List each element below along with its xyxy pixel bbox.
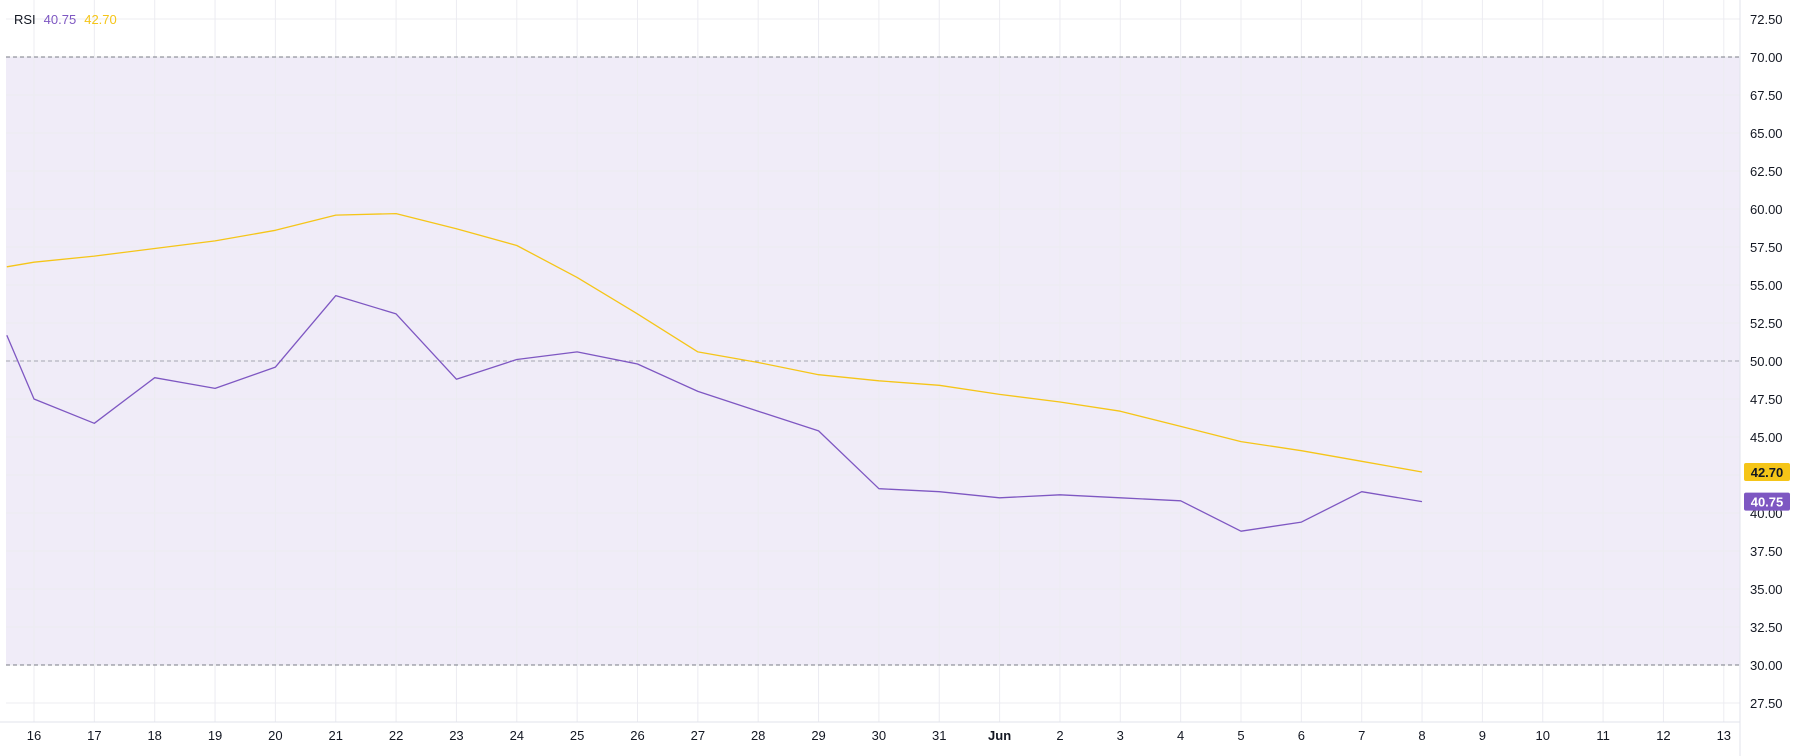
y-tick-label: 47.50: [1750, 392, 1783, 407]
rsi-tag-label: 40.75: [1751, 495, 1784, 510]
legend: RSI 40.75 42.70: [14, 12, 117, 27]
x-tick-label: 24: [510, 728, 524, 743]
x-tick-label: 3: [1117, 728, 1124, 743]
x-tick-label: 28: [751, 728, 765, 743]
y-tick-label: 60.00: [1750, 202, 1783, 217]
y-tick-label: 57.50: [1750, 240, 1783, 255]
y-tick-label: 50.00: [1750, 354, 1783, 369]
x-tick-label: 30: [872, 728, 886, 743]
x-tick-label: 8: [1418, 728, 1425, 743]
x-tick-label: 5: [1237, 728, 1244, 743]
x-tick-label: 27: [691, 728, 705, 743]
x-tick-label: 9: [1479, 728, 1486, 743]
indicator-name: RSI: [14, 12, 36, 27]
x-tick-label: 17: [87, 728, 101, 743]
x-tick-label: 31: [932, 728, 946, 743]
x-tick-label: 13: [1717, 728, 1731, 743]
ma-tag-background: [1744, 462, 1790, 481]
x-tick-label: 21: [329, 728, 343, 743]
x-tick-label: 25: [570, 728, 584, 743]
y-tick-label: 67.50: [1750, 88, 1783, 103]
ma-tag-label: 42.70: [1751, 465, 1784, 480]
rsi-line: [6, 294, 1423, 532]
rsi-value-label: 40.75: [43, 12, 77, 27]
rsi-last-value-tag: 40.75: [1744, 492, 1790, 511]
x-tick-label: 18: [147, 728, 161, 743]
y-tick-label: 70.00: [1750, 50, 1783, 65]
x-tick-label: 6: [1298, 728, 1305, 743]
x-tick-label: 19: [208, 728, 222, 743]
y-tick-label: 37.50: [1750, 544, 1783, 559]
ma-value-label: 42.70: [84, 12, 117, 27]
x-tick-label: 11: [1596, 728, 1610, 743]
y-tick-label: 52.50: [1750, 316, 1783, 331]
x-tick-label: 20: [268, 728, 282, 743]
y-tick-label: 32.50: [1750, 620, 1783, 635]
rsi-tag-background: [1744, 492, 1790, 511]
x-tick-label: 29: [811, 728, 825, 743]
x-tick-label: 12: [1656, 728, 1670, 743]
x-tick-label: 10: [1536, 728, 1550, 743]
y-tick-label: 72.50: [1750, 12, 1783, 27]
ma-last-value-tag: 42.70: [1744, 462, 1790, 481]
x-tick-label: 2: [1056, 728, 1063, 743]
y-tick-label: 65.00: [1750, 126, 1783, 141]
y-tick-label: 55.00: [1750, 278, 1783, 293]
y-tick-label: 45.00: [1750, 430, 1783, 445]
x-tick-label: Jun: [988, 728, 1011, 743]
y-tick-label: 35.00: [1750, 582, 1783, 597]
x-tick-label: 4: [1177, 728, 1184, 743]
y-tick-label: 62.50: [1750, 164, 1783, 179]
x-tick-label: 7: [1358, 728, 1365, 743]
x-tick-label: 26: [630, 728, 644, 743]
y-tick-label: 27.50: [1750, 696, 1783, 711]
x-tick-label: 23: [449, 728, 463, 743]
y-tick-label: 30.00: [1750, 658, 1783, 673]
x-tick-label: 22: [389, 728, 403, 743]
x-tick-label: 16: [27, 728, 41, 743]
ma-line: [6, 212, 1423, 473]
